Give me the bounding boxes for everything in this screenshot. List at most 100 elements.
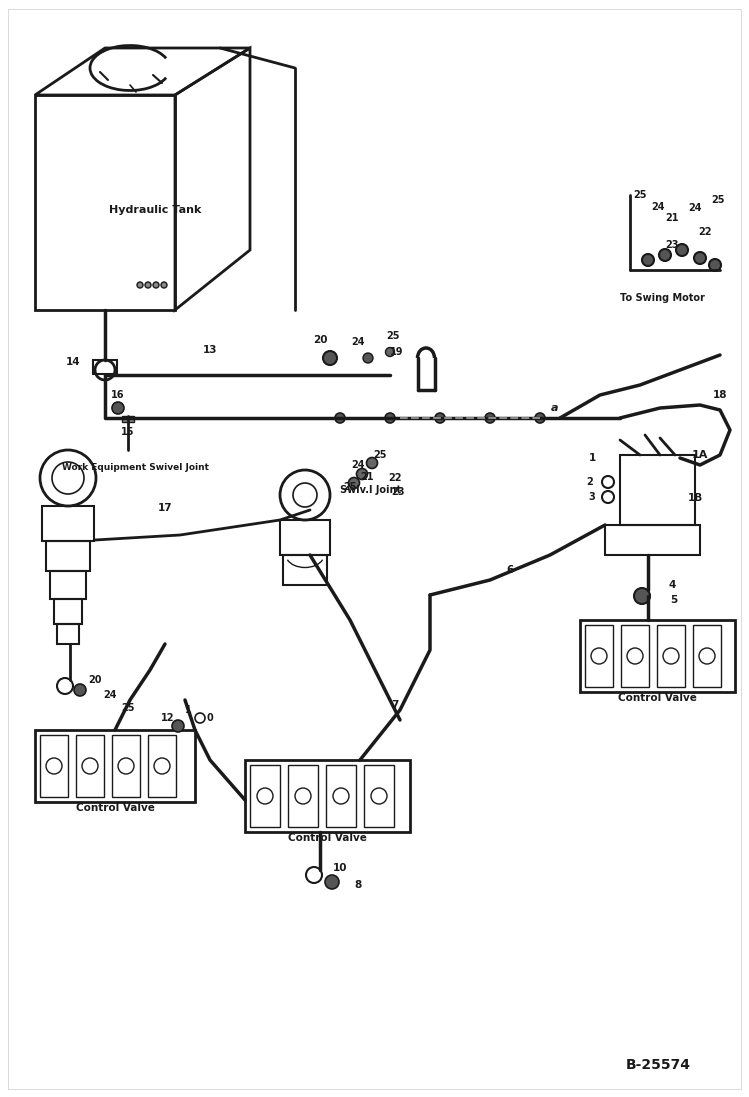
Circle shape	[161, 282, 167, 289]
Text: 23: 23	[391, 487, 404, 497]
Bar	[54, 599, 82, 624]
Circle shape	[112, 402, 124, 414]
Bar	[585, 625, 613, 687]
Bar	[148, 735, 176, 798]
Text: 2: 2	[586, 477, 593, 487]
Text: 3: 3	[589, 491, 595, 502]
Text: 14: 14	[65, 357, 80, 367]
Text: 21: 21	[360, 472, 374, 482]
Text: 25: 25	[343, 482, 357, 491]
Text: To Swing Motor: To Swing Motor	[620, 293, 705, 303]
Bar	[112, 735, 140, 798]
Bar	[250, 765, 280, 827]
Circle shape	[357, 468, 368, 479]
Text: Control Valve: Control Valve	[76, 803, 154, 813]
Text: 24: 24	[103, 690, 117, 700]
Text: 24: 24	[651, 202, 665, 212]
Text: Control Valve: Control Valve	[288, 833, 366, 842]
Circle shape	[709, 259, 721, 271]
Text: 18: 18	[713, 391, 727, 400]
Text: 8: 8	[354, 880, 362, 890]
Bar	[46, 541, 90, 572]
Text: Control Valve: Control Valve	[618, 693, 697, 703]
Text: 5: 5	[670, 595, 678, 606]
Text: 25: 25	[121, 703, 135, 713]
Text: 4: 4	[668, 580, 676, 590]
Text: 21: 21	[665, 213, 679, 223]
Bar	[35, 730, 195, 802]
Text: Hydraulic Tank: Hydraulic Tank	[109, 205, 201, 215]
Bar	[245, 760, 410, 832]
Circle shape	[386, 348, 395, 357]
Text: 22: 22	[388, 473, 401, 483]
Text: 24: 24	[351, 460, 365, 470]
Text: 0: 0	[207, 713, 213, 723]
Circle shape	[366, 457, 377, 468]
Circle shape	[385, 412, 395, 423]
Bar	[122, 416, 134, 422]
Bar	[364, 765, 394, 827]
Text: a: a	[551, 403, 559, 412]
Circle shape	[145, 282, 151, 289]
Circle shape	[435, 412, 445, 423]
Text: 20: 20	[88, 675, 102, 685]
Text: 16: 16	[112, 391, 125, 400]
Text: 25: 25	[633, 190, 646, 200]
Text: Work Equipment Swivel Joint: Work Equipment Swivel Joint	[61, 464, 208, 473]
Text: 24: 24	[351, 337, 365, 347]
Circle shape	[694, 252, 706, 264]
Circle shape	[642, 255, 654, 265]
Circle shape	[325, 875, 339, 889]
Text: 19: 19	[390, 347, 404, 357]
Text: Swiv.l Joint: Swiv.l Joint	[340, 485, 401, 495]
Circle shape	[137, 282, 143, 289]
Circle shape	[659, 249, 671, 261]
Bar	[620, 455, 695, 525]
Bar	[580, 620, 735, 692]
Bar	[288, 765, 318, 827]
Text: 25: 25	[712, 195, 725, 205]
Bar	[693, 625, 721, 687]
Circle shape	[634, 588, 650, 604]
Bar	[42, 506, 94, 541]
Text: 10: 10	[333, 863, 348, 873]
Bar	[326, 765, 356, 827]
Text: 1: 1	[589, 453, 595, 463]
Circle shape	[335, 412, 345, 423]
Text: 22: 22	[698, 227, 712, 237]
Text: 1: 1	[184, 705, 192, 715]
Text: 12: 12	[161, 713, 175, 723]
Circle shape	[153, 282, 159, 289]
Circle shape	[323, 351, 337, 365]
Text: 25: 25	[386, 331, 400, 341]
Bar	[280, 520, 330, 555]
Text: B-25574: B-25574	[625, 1058, 691, 1072]
Circle shape	[676, 244, 688, 256]
Circle shape	[363, 353, 373, 363]
Text: 17: 17	[158, 504, 172, 513]
Text: 6: 6	[506, 565, 514, 575]
Text: 1B: 1B	[688, 493, 703, 504]
Text: 23: 23	[665, 240, 679, 250]
Circle shape	[535, 412, 545, 423]
Text: 1A: 1A	[692, 450, 709, 460]
Text: 25: 25	[373, 450, 386, 460]
Circle shape	[74, 685, 86, 695]
Text: 7: 7	[391, 700, 398, 710]
Bar	[76, 735, 104, 798]
Text: 13: 13	[203, 344, 217, 355]
Bar	[657, 625, 685, 687]
Bar	[283, 555, 327, 585]
Bar	[621, 625, 649, 687]
Bar	[57, 624, 79, 644]
Circle shape	[485, 412, 495, 423]
Bar	[40, 735, 68, 798]
Text: 24: 24	[688, 203, 702, 213]
Bar	[93, 360, 117, 374]
Circle shape	[172, 720, 184, 732]
Text: 20: 20	[313, 335, 327, 344]
Bar	[50, 572, 86, 599]
Text: 15: 15	[121, 427, 135, 437]
Bar	[605, 525, 700, 555]
Circle shape	[348, 477, 360, 488]
